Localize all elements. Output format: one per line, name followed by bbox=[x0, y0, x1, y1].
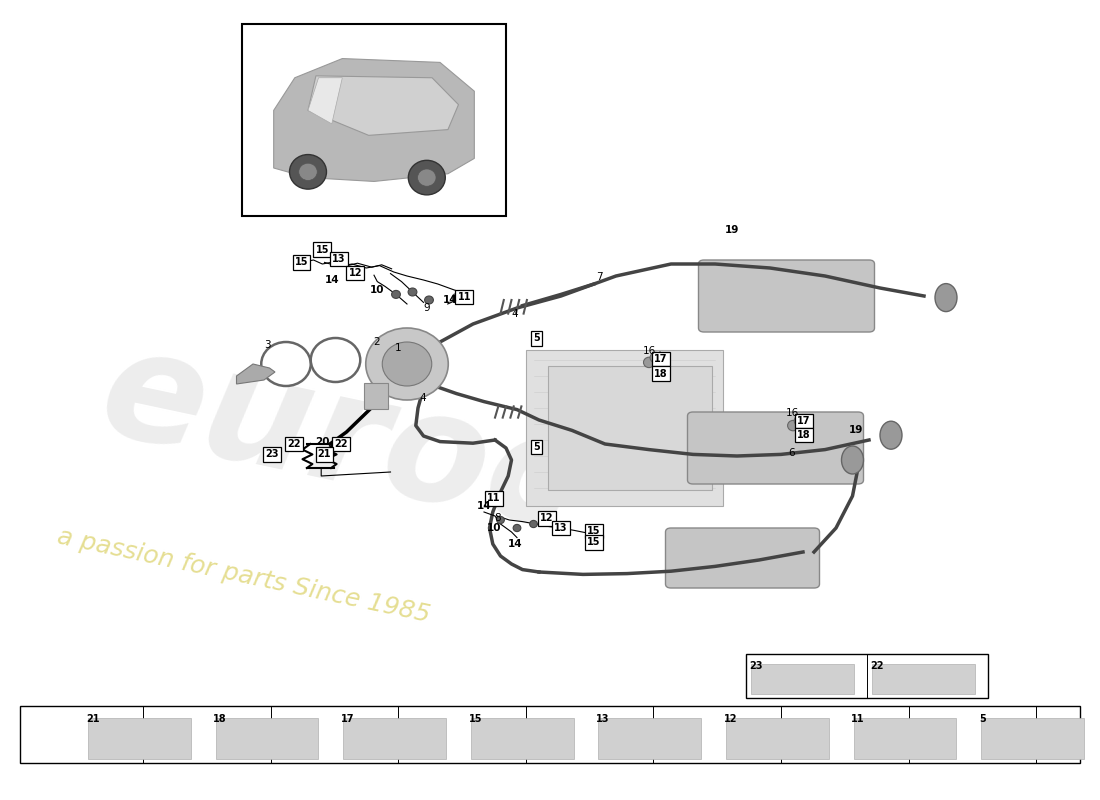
FancyBboxPatch shape bbox=[698, 260, 874, 332]
Ellipse shape bbox=[650, 352, 661, 362]
Text: 14: 14 bbox=[476, 501, 492, 510]
Text: 17: 17 bbox=[341, 714, 354, 724]
Ellipse shape bbox=[418, 169, 436, 186]
Text: 9: 9 bbox=[424, 303, 430, 313]
Text: 2: 2 bbox=[373, 337, 380, 346]
Text: 4: 4 bbox=[512, 310, 518, 319]
Text: 16: 16 bbox=[785, 408, 799, 418]
Bar bbox=[471, 718, 574, 758]
Ellipse shape bbox=[408, 288, 417, 296]
Bar bbox=[20, 706, 1080, 763]
FancyBboxPatch shape bbox=[526, 350, 723, 506]
Bar bbox=[854, 718, 957, 758]
Bar bbox=[216, 718, 318, 758]
Text: 15: 15 bbox=[316, 245, 329, 254]
Ellipse shape bbox=[880, 421, 902, 450]
Text: 14: 14 bbox=[324, 275, 340, 285]
Text: 19: 19 bbox=[848, 426, 864, 435]
Bar bbox=[746, 654, 988, 698]
Text: 16: 16 bbox=[642, 346, 656, 356]
Ellipse shape bbox=[530, 520, 538, 528]
Ellipse shape bbox=[299, 163, 317, 181]
FancyBboxPatch shape bbox=[548, 366, 712, 490]
Text: 11: 11 bbox=[851, 714, 865, 724]
Ellipse shape bbox=[289, 154, 327, 189]
Text: 18: 18 bbox=[654, 369, 668, 378]
Text: 23: 23 bbox=[265, 450, 278, 459]
Ellipse shape bbox=[425, 296, 433, 304]
Text: 6: 6 bbox=[789, 448, 795, 458]
Text: 20: 20 bbox=[315, 437, 330, 446]
Ellipse shape bbox=[935, 284, 957, 312]
Text: 15: 15 bbox=[469, 714, 482, 724]
Text: 17: 17 bbox=[654, 354, 668, 364]
Text: 3: 3 bbox=[264, 340, 271, 350]
Ellipse shape bbox=[513, 525, 521, 532]
Text: 15: 15 bbox=[295, 258, 308, 267]
Ellipse shape bbox=[842, 446, 864, 474]
Polygon shape bbox=[274, 58, 474, 182]
FancyBboxPatch shape bbox=[666, 528, 820, 588]
Polygon shape bbox=[308, 78, 342, 124]
Ellipse shape bbox=[383, 342, 431, 386]
Bar bbox=[751, 664, 855, 694]
Text: 14: 14 bbox=[507, 539, 522, 549]
FancyBboxPatch shape bbox=[364, 383, 388, 409]
Text: 7: 7 bbox=[596, 272, 603, 282]
Ellipse shape bbox=[788, 421, 799, 430]
Text: 5: 5 bbox=[979, 714, 986, 724]
Text: 11: 11 bbox=[487, 494, 500, 503]
Text: 14: 14 bbox=[442, 295, 458, 305]
Ellipse shape bbox=[644, 357, 654, 367]
Text: 5: 5 bbox=[534, 442, 540, 452]
Text: 11: 11 bbox=[458, 292, 471, 302]
Text: 12: 12 bbox=[540, 514, 553, 523]
Text: 12: 12 bbox=[724, 714, 737, 724]
Text: 17: 17 bbox=[798, 416, 811, 426]
Text: 18: 18 bbox=[213, 714, 227, 724]
FancyBboxPatch shape bbox=[688, 412, 864, 484]
Text: 13: 13 bbox=[332, 254, 345, 264]
Text: 15: 15 bbox=[587, 538, 601, 547]
Text: 8: 8 bbox=[494, 514, 501, 523]
Ellipse shape bbox=[365, 328, 449, 400]
Bar bbox=[242, 24, 506, 216]
Text: 5: 5 bbox=[534, 334, 540, 343]
Bar bbox=[726, 718, 829, 758]
Bar bbox=[981, 718, 1085, 758]
Text: 22: 22 bbox=[287, 439, 300, 449]
Bar bbox=[88, 718, 190, 758]
Text: 13: 13 bbox=[554, 523, 568, 533]
Ellipse shape bbox=[408, 160, 446, 195]
Text: 12: 12 bbox=[349, 268, 362, 278]
Text: 1: 1 bbox=[395, 343, 402, 353]
Text: 10: 10 bbox=[370, 286, 385, 295]
Text: 10: 10 bbox=[486, 523, 502, 533]
Text: 23: 23 bbox=[749, 661, 762, 670]
Ellipse shape bbox=[452, 294, 461, 302]
Bar bbox=[872, 664, 976, 694]
Text: 19: 19 bbox=[724, 226, 739, 235]
Ellipse shape bbox=[794, 415, 805, 426]
Text: 22: 22 bbox=[870, 661, 883, 670]
Text: 21: 21 bbox=[318, 450, 331, 459]
Polygon shape bbox=[308, 76, 459, 135]
Text: 21: 21 bbox=[86, 714, 99, 724]
Polygon shape bbox=[236, 364, 275, 384]
Text: 22: 22 bbox=[334, 439, 348, 449]
Ellipse shape bbox=[496, 517, 504, 524]
Bar bbox=[343, 718, 447, 758]
Text: a passion for parts Since 1985: a passion for parts Since 1985 bbox=[55, 525, 432, 627]
Text: 13: 13 bbox=[596, 714, 609, 724]
Bar bbox=[598, 718, 702, 758]
Text: 18: 18 bbox=[798, 430, 811, 440]
Ellipse shape bbox=[392, 290, 400, 298]
Text: euroc: euroc bbox=[88, 317, 592, 563]
Text: 4: 4 bbox=[419, 394, 426, 403]
Text: 15: 15 bbox=[587, 526, 601, 536]
